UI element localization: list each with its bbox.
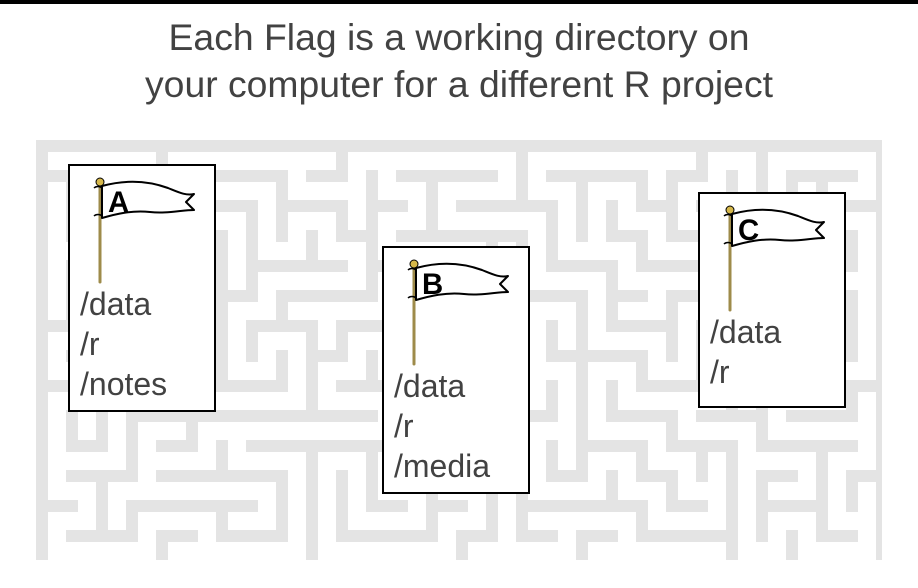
flag-icon: [400, 256, 520, 366]
dir-item: /data: [80, 284, 204, 324]
flag-c: C: [710, 202, 834, 312]
dir-item: /data: [394, 366, 518, 406]
dir-item: /r: [80, 324, 204, 364]
dir-item: /media: [394, 446, 518, 486]
project-card-b: B /data /r /media: [382, 246, 530, 494]
flag-a: A: [80, 174, 204, 284]
flag-letter-a: A: [108, 186, 129, 220]
title-line-2: your computer for a different R project: [0, 61, 918, 108]
title-line-1: Each Flag is a working directory on: [0, 14, 918, 61]
flag-b: B: [394, 256, 518, 366]
page-title: Each Flag is a working directory on your…: [0, 0, 918, 107]
flag-icon: [86, 174, 206, 284]
dir-item: /data: [710, 312, 834, 352]
dirs-c: /data /r: [710, 312, 834, 392]
dir-item: /notes: [80, 364, 204, 404]
project-card-a: A /data /r /notes: [68, 164, 216, 412]
dirs-b: /data /r /media: [394, 366, 518, 486]
dirs-a: /data /r /notes: [80, 284, 204, 404]
flag-letter-b: B: [422, 268, 443, 302]
top-border: [0, 0, 918, 4]
project-card-c: C /data /r: [698, 192, 846, 408]
dir-item: /r: [394, 406, 518, 446]
flag-icon: [716, 202, 836, 312]
flag-letter-c: C: [738, 214, 759, 248]
dir-item: /r: [710, 352, 834, 392]
